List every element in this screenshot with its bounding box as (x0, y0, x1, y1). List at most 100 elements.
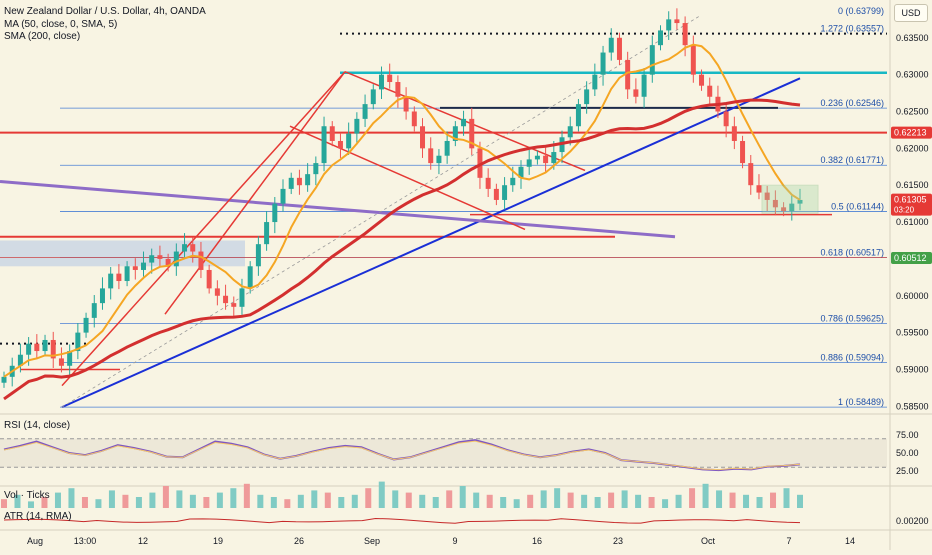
candle-body (346, 133, 352, 149)
volume-bar (68, 488, 75, 508)
volume-bar (203, 497, 210, 508)
volume-bar (783, 488, 790, 508)
candle-body (280, 188, 286, 204)
candle-body (1, 376, 7, 383)
candle-body (108, 273, 114, 289)
volume-bar (284, 499, 291, 508)
consolidation-box (761, 184, 819, 214)
candle-body (690, 45, 696, 75)
candle-body (411, 111, 417, 127)
candle-body (699, 74, 705, 86)
volume-bar (540, 490, 547, 508)
volume-bar (378, 481, 385, 508)
fib-level-label: 0.5 (0.61144) (831, 201, 884, 211)
price-tick-label: 0.61500 (896, 180, 929, 190)
price-badge (891, 193, 932, 216)
candle-body (313, 163, 319, 175)
volume-bar (122, 494, 129, 508)
volume-bar (176, 490, 183, 508)
candle-body (608, 37, 614, 53)
candle-body (789, 203, 795, 211)
volume-bar (635, 494, 642, 508)
volume-bar (324, 492, 331, 508)
falling-trendline-purple (0, 180, 676, 239)
candle-body (337, 140, 343, 149)
candle-body (67, 351, 73, 366)
candle-body (575, 104, 581, 127)
volume-bar (567, 492, 574, 508)
candle-body (116, 273, 122, 282)
fib-level-label: 0.786 (0.59625) (820, 313, 884, 323)
candle-body (469, 118, 475, 149)
volume-bar (338, 497, 345, 508)
candle-body (452, 126, 458, 141)
candle-body (75, 332, 81, 352)
flag-pole-left (61, 71, 346, 387)
volume-bar (459, 486, 466, 508)
candle-body (190, 244, 196, 252)
fib-diagonal (61, 15, 701, 408)
demand-zone-box (0, 240, 245, 267)
volume-bar (675, 494, 682, 508)
volume-bar (27, 501, 34, 508)
volume-bar (432, 497, 439, 508)
fib-level-label: 0.382 (0.61771) (820, 155, 884, 165)
candle-body (198, 251, 204, 270)
time-tick-label: 7 (786, 536, 791, 546)
price-tick-label: 0.62500 (896, 107, 929, 117)
candle-body (149, 255, 155, 263)
candle-body (378, 74, 384, 90)
fib-level-label: 0 (0.63799) (838, 6, 884, 16)
volume-bar (621, 490, 628, 508)
candle-body (26, 343, 32, 355)
rsi-label: RSI (14, close) (4, 420, 71, 431)
candle-body (329, 126, 335, 141)
currency-button[interactable]: USD (894, 4, 928, 22)
candle-body (141, 262, 147, 270)
time-tick-label: Sep (364, 536, 380, 546)
price-badge (891, 126, 932, 139)
candle-body (616, 37, 622, 60)
volume-bar (419, 494, 426, 508)
volume-bar (473, 492, 480, 508)
price-tick-label: 0.61000 (896, 217, 929, 227)
candle-body (600, 52, 606, 75)
volume-bar (500, 497, 507, 508)
volume-bar (54, 492, 61, 508)
candle-body (543, 155, 549, 164)
candle-body (296, 177, 302, 186)
sma-legend: SMA (200, close) (4, 31, 81, 42)
candle-body (58, 358, 64, 366)
candle-body (362, 104, 368, 119)
candle-body (83, 317, 89, 333)
candle-body (132, 266, 138, 270)
candle-body (444, 140, 450, 156)
time-tick-label: 9 (452, 536, 457, 546)
time-tick-label: 26 (294, 536, 304, 546)
volume-bar (648, 497, 655, 508)
volume-bar (216, 492, 223, 508)
price-tick-label: 0.63000 (896, 70, 929, 80)
ma-legend: MA (50, close, 0, SMA, 5) (4, 19, 118, 30)
price-tick-label: 0.60000 (896, 291, 929, 301)
candle-body (231, 303, 237, 307)
volume-bar (513, 499, 520, 508)
candle-body (50, 339, 56, 359)
time-tick-label: 19 (213, 536, 223, 546)
candle-body (91, 303, 97, 318)
rising-trendline-blue (61, 77, 801, 409)
time-tick-label: 16 (532, 536, 542, 546)
candle-body (264, 222, 270, 245)
rsi-tick-label: 50.00 (896, 448, 919, 458)
rsi-signal-line (3, 440, 801, 471)
volume-bar (702, 483, 709, 508)
candle-body (625, 59, 631, 90)
candle-body (666, 19, 672, 31)
volume-bar (311, 490, 318, 508)
candle-body (518, 166, 524, 178)
sma200-line (3, 98, 801, 401)
time-tick-label: Aug (27, 536, 43, 546)
fib-level-label: 0.236 (0.62546) (820, 98, 884, 108)
